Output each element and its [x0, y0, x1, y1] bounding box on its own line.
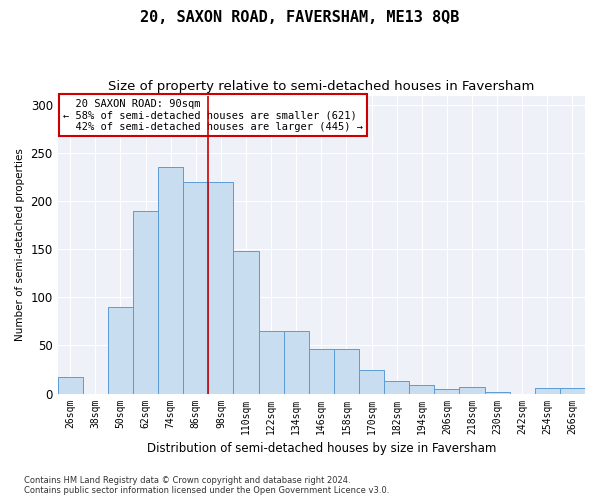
Bar — [208, 182, 233, 394]
Bar — [133, 211, 158, 394]
Bar — [460, 387, 485, 394]
Text: 20, SAXON ROAD, FAVERSHAM, ME13 8QB: 20, SAXON ROAD, FAVERSHAM, ME13 8QB — [140, 10, 460, 25]
Bar — [485, 392, 509, 394]
Bar — [309, 350, 334, 394]
Y-axis label: Number of semi-detached properties: Number of semi-detached properties — [15, 148, 25, 341]
Text: 20 SAXON ROAD: 90sqm
← 58% of semi-detached houses are smaller (621)
  42% of se: 20 SAXON ROAD: 90sqm ← 58% of semi-detac… — [63, 98, 363, 132]
Bar — [409, 385, 434, 394]
Bar — [535, 388, 560, 394]
Bar — [183, 182, 208, 394]
Bar — [434, 388, 460, 394]
X-axis label: Distribution of semi-detached houses by size in Faversham: Distribution of semi-detached houses by … — [146, 442, 496, 455]
Text: Contains HM Land Registry data © Crown copyright and database right 2024.
Contai: Contains HM Land Registry data © Crown c… — [24, 476, 389, 495]
Bar — [58, 377, 83, 394]
Bar — [384, 381, 409, 394]
Bar — [284, 331, 309, 394]
Bar — [359, 370, 384, 394]
Bar — [108, 307, 133, 394]
Bar — [233, 252, 259, 394]
Bar — [560, 388, 585, 394]
Bar — [334, 350, 359, 394]
Title: Size of property relative to semi-detached houses in Faversham: Size of property relative to semi-detach… — [108, 80, 535, 93]
Bar — [158, 166, 183, 394]
Bar — [259, 331, 284, 394]
